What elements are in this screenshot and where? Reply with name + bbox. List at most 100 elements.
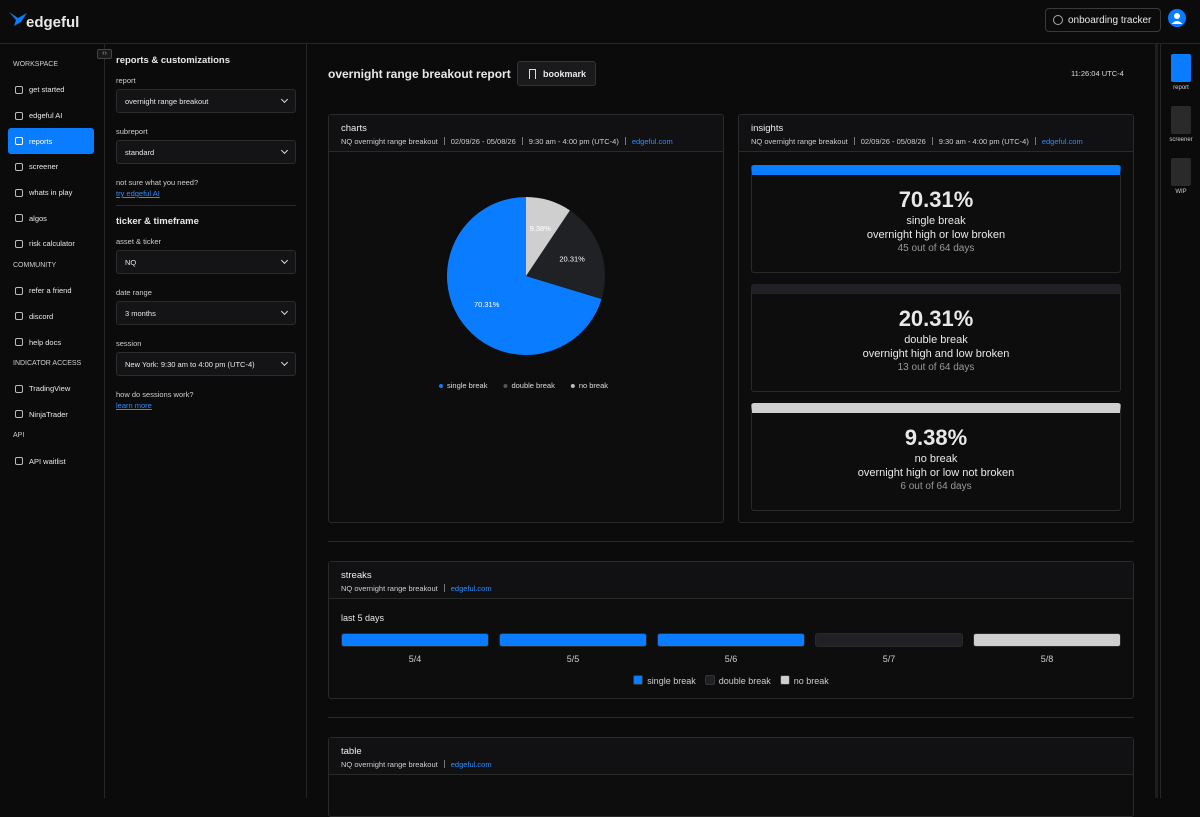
help-text: not sure what you need? [116,178,199,187]
insight-desc: overnight high or low broken [866,229,1006,241]
insight-value: 20.31% [898,306,974,331]
streaks-subtitle: last 5 days [341,613,385,623]
nav-item[interactable]: API waitlist [8,448,94,474]
nav-item[interactable]: edgeful AI [8,103,94,129]
card-meta: NQ overnight range breakout 02/09/26 - 05… [751,137,1121,146]
logo[interactable]: edgeful [26,14,80,31]
pie-slice [447,197,602,355]
meta-link[interactable]: edgeful.com [450,584,492,593]
pie-slice [526,210,605,299]
meta-item: 02/09/26 - 05/08/26 [860,137,926,146]
meta-item: 02/09/26 - 05/08/26 [450,137,516,146]
nav-item[interactable]: algos [8,205,94,231]
insight-value: 70.31% [898,187,974,212]
nav-item[interactable]: reports [8,128,94,155]
nav-item[interactable]: NinjaTrader [8,402,94,428]
nav-label: TradingView [29,384,71,394]
separator [624,137,626,145]
field-label: asset & ticker [116,237,162,246]
insights-card: insights NQ overnight range breakout 02/09… [738,114,1134,523]
nav-label: get started [29,85,65,95]
card-header: insights NQ overnight range breakout 02/09… [739,115,1133,152]
nav-item[interactable]: whats in play [8,180,94,206]
nav-icon [15,312,23,321]
separator [931,137,933,145]
legend-label: double break [511,381,555,390]
streaks-card: streaks NQ overnight range breakout edgefu… [328,561,1134,699]
rail-item[interactable]: screener [1169,106,1193,143]
slice-label: 20.31% [559,254,585,263]
card-meta: NQ overnight range breakout 02/09/26 - 05… [341,137,711,146]
meta-item: NQ overnight range breakout [341,584,438,593]
insight-name: single break [906,215,966,227]
field-label: date range [116,288,152,297]
select[interactable]: NQ [116,250,296,274]
field-label: session [116,339,142,348]
nav-label: reports [29,136,53,146]
insight-desc: overnight high and low broken [862,348,1010,360]
nav-item[interactable]: TradingView [8,376,94,402]
insight-card: 70.31% single break overnight high or low … [751,165,1121,273]
meta-link[interactable]: edgeful.com [631,137,673,146]
select[interactable]: 3 months [116,301,296,325]
streak-day: 5/5 [566,654,580,664]
help-text: how do sessions work? [116,390,194,399]
onboarding-button[interactable]: onboarding tracker [1045,8,1161,32]
insight-count: 13 out of 64 days [897,362,975,373]
card-header: table NQ overnight range breakout edgeful.… [329,738,1133,775]
nav-item[interactable]: help docs [8,329,94,355]
legend-label: single break [647,676,696,686]
collapse-toggle[interactable]: ‹› [97,49,112,59]
avatar[interactable] [1168,9,1186,27]
nav-label: risk calculator [29,239,75,249]
separator [1034,137,1036,145]
rail-icon [1171,158,1191,186]
right-rail: report screener WIP [1160,44,1200,798]
select[interactable]: overnight range breakout [116,89,296,113]
select-value: New York: 9:30 am to 4:00 pm (UTC-4) [125,359,255,369]
bookmark-icon [529,69,536,79]
nav-item[interactable]: discord [8,304,94,330]
streak-bar [341,633,489,647]
select-value: NQ [125,257,137,267]
nav-label: whats in play [29,188,73,198]
nav-item[interactable]: refer a friend [8,278,94,304]
legend-dot [503,384,508,388]
meta-item: NQ overnight range breakout [341,760,438,769]
meta-link[interactable]: edgeful.com [450,760,492,769]
rail-item[interactable]: WIP [1169,158,1193,195]
separator [521,137,523,145]
insight-count: 45 out of 64 days [897,243,975,254]
nav-label: help docs [29,337,62,347]
select[interactable]: standard [116,140,296,164]
nav-icon [15,188,23,197]
clock[interactable]: 11:26:04 UTC-4 [1071,69,1124,78]
logo-icon [9,12,27,26]
streak-bar [499,633,647,647]
slice-label: 9.38% [530,224,552,233]
chevron [280,146,289,155]
card-title: streaks [341,570,372,581]
meta-link[interactable]: edgeful.com [1041,137,1083,146]
select-value: overnight range breakout [125,96,209,106]
select[interactable]: New York: 9:30 am to 4:00 pm (UTC-4) [116,352,296,376]
legend-swatch [633,675,644,685]
nav-icon [15,137,23,146]
nav-item[interactable]: risk calculator [8,231,94,257]
insight-card: 9.38% no break overnight high or low not b… [751,403,1121,511]
help-link[interactable]: try edgeful AI [116,189,160,198]
nav-icon [15,286,23,295]
help-link[interactable]: learn more [116,401,152,410]
separator [853,137,855,145]
insight-card: 20.31% double break overnight high and low… [751,284,1121,392]
nav-item[interactable]: get started [8,77,94,103]
insight-name: no break [914,453,958,465]
bookmark-button[interactable]: bookmark [517,61,596,86]
rail-item[interactable]: report [1169,54,1193,91]
card-header: charts NQ overnight range breakout 02/09/2… [329,115,723,152]
nav-item[interactable]: screener [8,154,94,180]
card-meta: NQ overnight range breakout edgeful.com [341,760,1121,769]
meta-item: 9:30 am - 4:00 pm (UTC-4) [938,137,1029,146]
report-title: overnight range breakout report [328,67,511,81]
insight-name: double break [904,334,968,346]
